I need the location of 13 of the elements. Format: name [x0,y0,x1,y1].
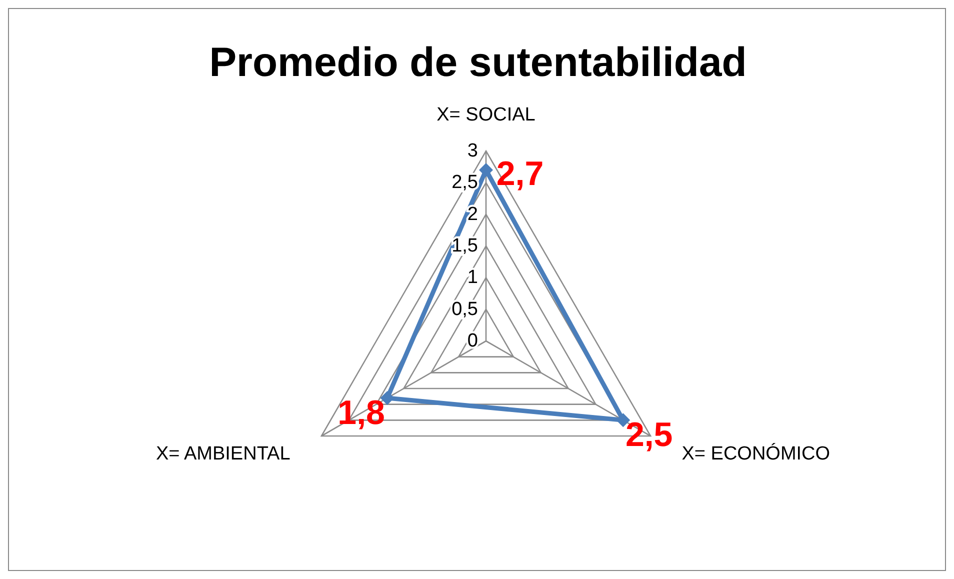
y-tick-label: 1 [467,267,478,288]
y-tick-label: 3 [467,140,478,162]
spoke-label: X= AMBIENTAL [156,444,290,464]
data-label: 2,7 [496,155,544,193]
spoke-label: X= ECONÓMICO [682,442,830,464]
data-label: 1,8 [338,394,385,432]
chart-title: Promedio de sutentabilidad [208,39,748,86]
y-tick-label: 0 [467,330,478,352]
spoke-label: X= SOCIAL [436,104,536,126]
y-tick-label: 0,5 [452,298,478,320]
y-tick-label: 2 [467,204,478,225]
y-tick-label: 2,5 [452,172,478,194]
data-label: 2,5 [625,416,673,454]
